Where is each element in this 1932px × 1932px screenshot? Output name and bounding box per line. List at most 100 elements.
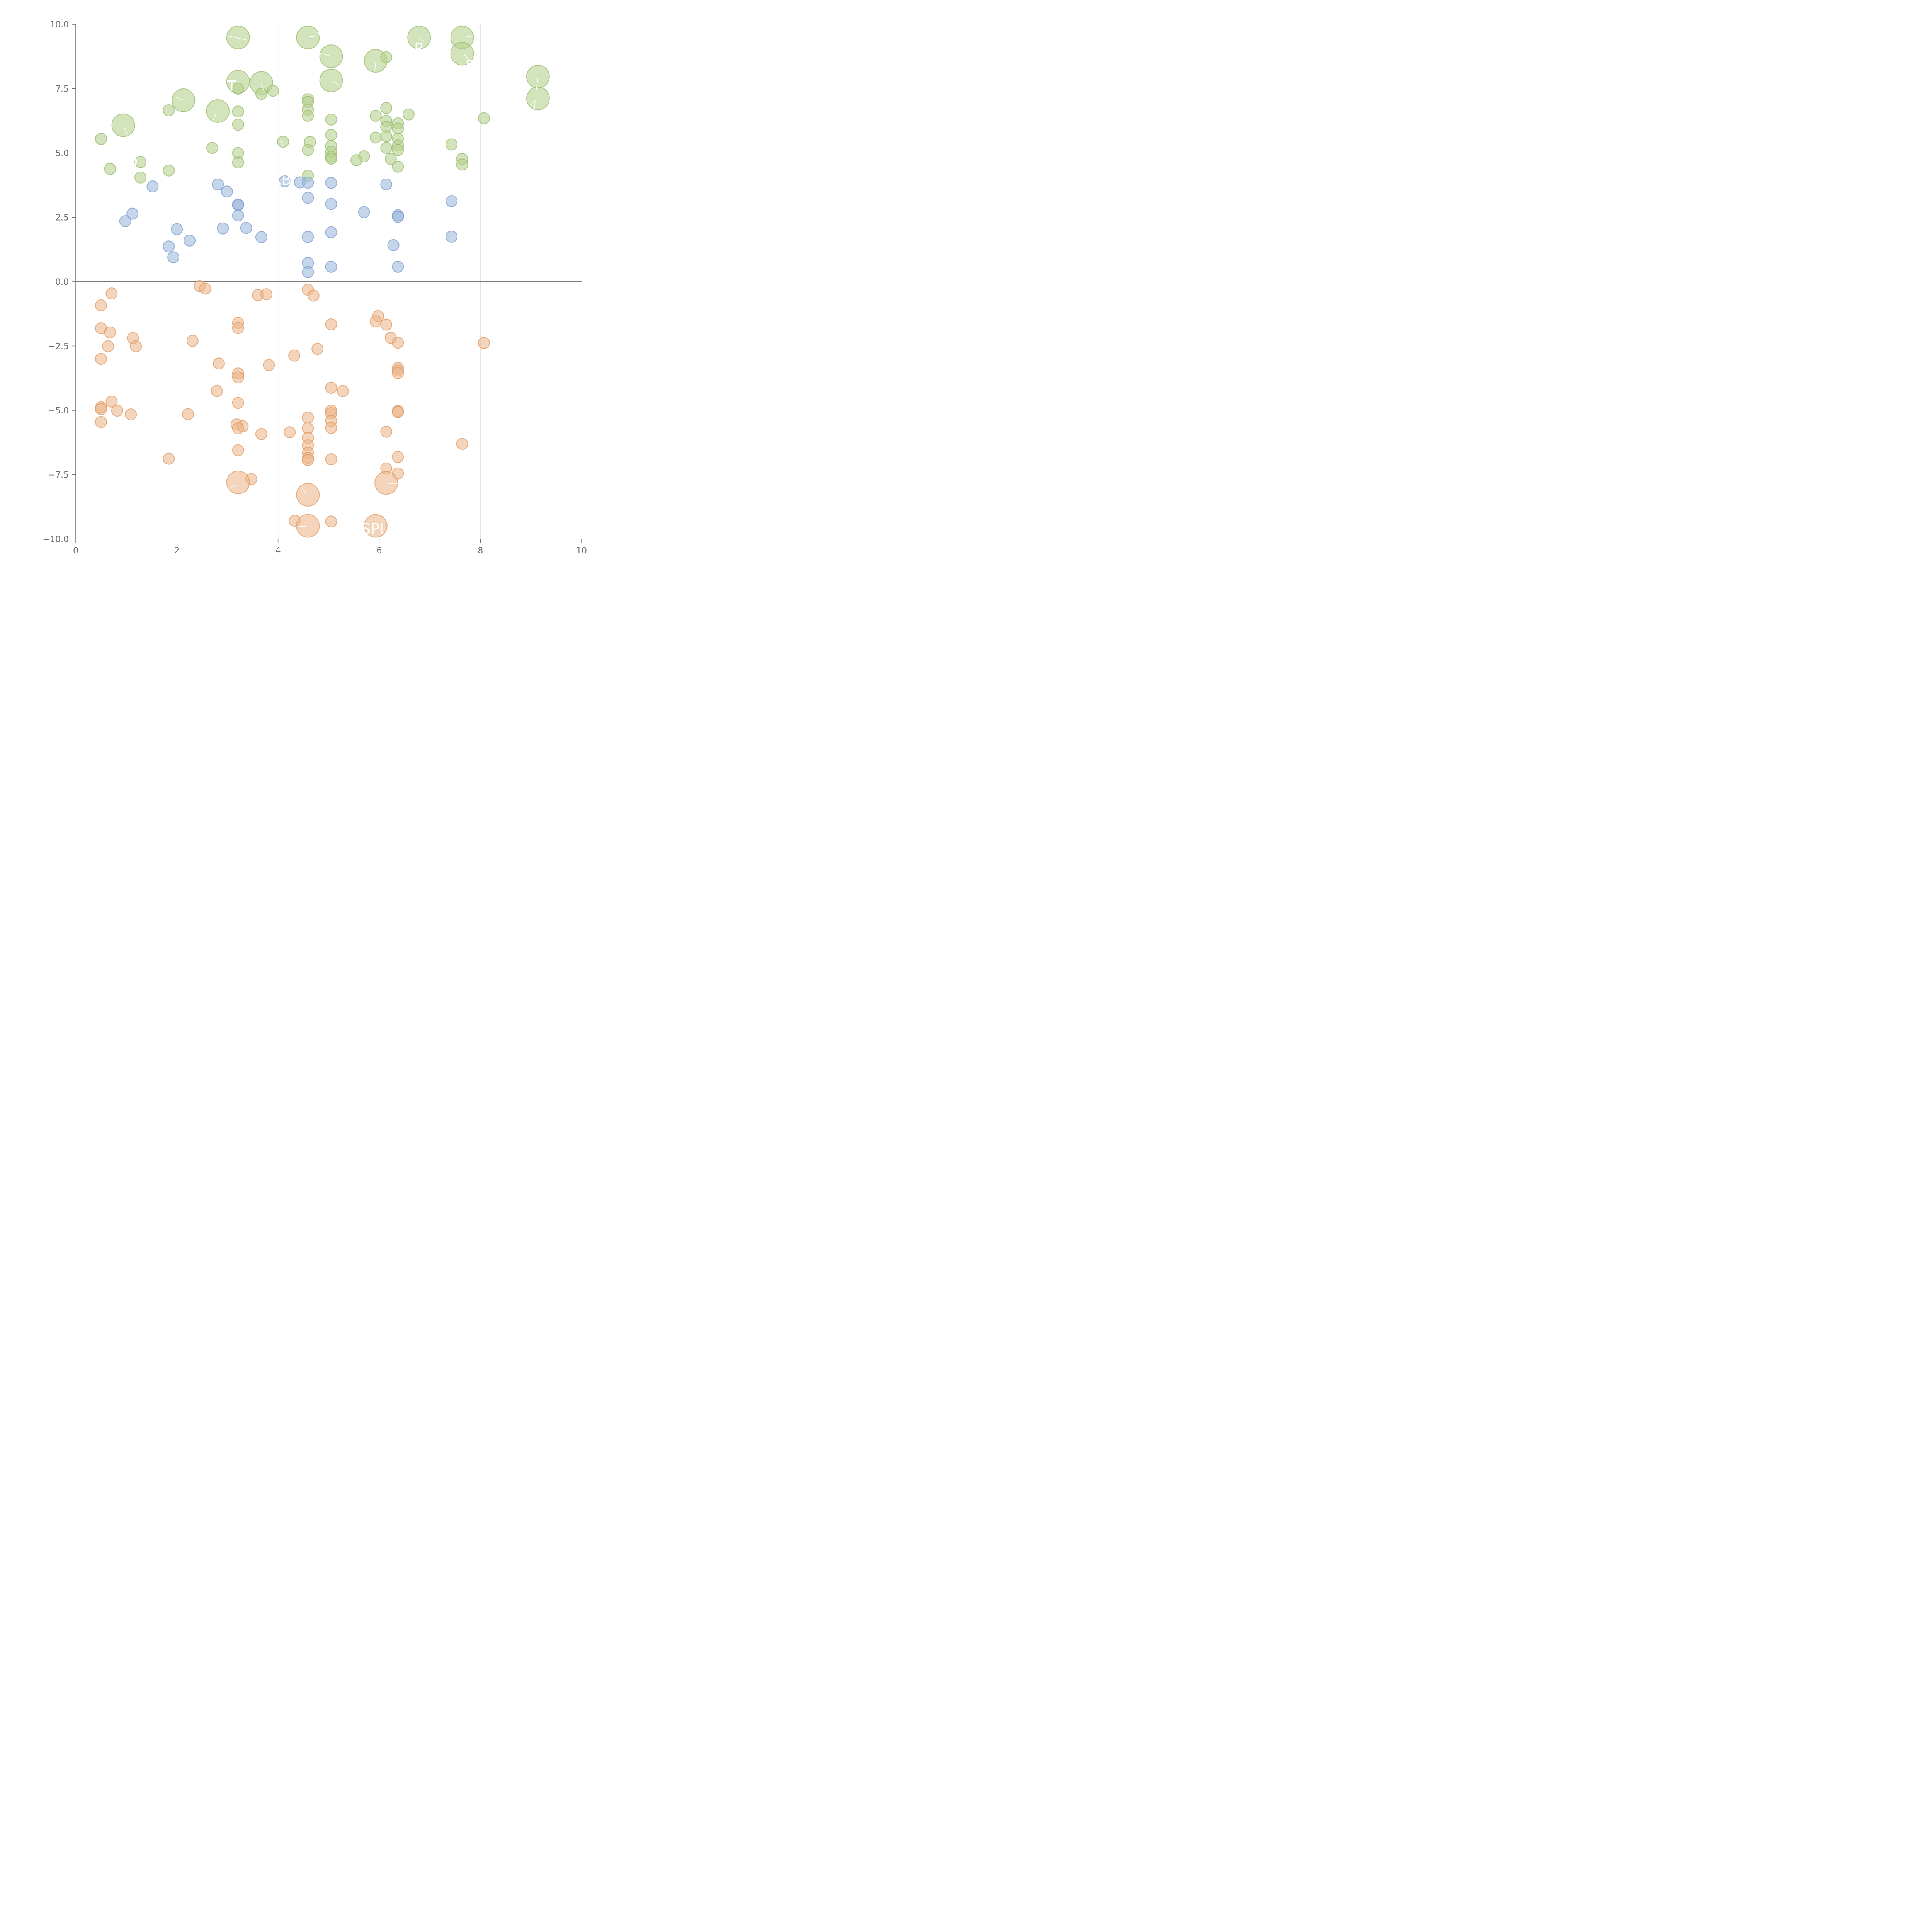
green-bubble (526, 65, 550, 88)
blue-bubble (146, 180, 159, 193)
blue-bubble (392, 211, 404, 223)
orange-bubble (263, 359, 275, 371)
green-bubble (232, 105, 244, 118)
blue-bubble (392, 260, 404, 273)
svg-text:P: P (414, 40, 423, 57)
orange-bubble (325, 381, 337, 394)
orange-bubble (325, 318, 337, 331)
svg-text:Y: Y (316, 29, 326, 46)
green-bubble (385, 153, 397, 165)
green-bubble (369, 109, 382, 122)
svg-text:T: T (227, 78, 236, 95)
y-tick-label: 7.5 (55, 85, 69, 94)
blue-bubble (212, 178, 224, 190)
blue-bubble (302, 177, 314, 189)
green-bubble (296, 26, 320, 49)
blue-bubble (325, 198, 337, 210)
green-bubble (325, 153, 337, 165)
y-tick-label: 0.0 (55, 277, 69, 287)
green-bubble (392, 160, 404, 173)
orange-bubble (311, 343, 324, 355)
bubble-chart: 10.07.55.02.50.0−2.5−5.0−7.5−10.00 2 4 6 8 10… (43, 20, 587, 556)
blue-bubble (119, 215, 131, 227)
green-bubble (232, 156, 244, 169)
orange-bubble (95, 416, 107, 428)
y-tick-label: −5.0 (48, 406, 69, 416)
orange-bubble (163, 452, 175, 465)
orange-bubble (288, 349, 300, 362)
orange-bubble (369, 315, 382, 328)
axis-layer: 10.0 7.5 5.0 2.5 0.0 −2.5 −5.0 −7.5 −10.0 0 2 4 6 8 10 (43, 20, 587, 556)
green-bubble (456, 158, 468, 171)
orange-bubble (392, 451, 404, 463)
green-bubble (104, 163, 116, 175)
green-bubble (380, 142, 393, 154)
orange-bubble (392, 406, 404, 418)
orange-bubble (325, 453, 337, 466)
green-bubble (380, 130, 393, 143)
orange-bubble (380, 318, 393, 331)
blue-bubble (167, 251, 180, 264)
orange-bubble (232, 444, 244, 456)
orange-bubble (284, 426, 296, 439)
green-bubble (302, 144, 314, 156)
blue-bubble (380, 178, 393, 190)
orange-bubble (255, 428, 267, 440)
orange-bubble (325, 515, 337, 528)
orange-bubble (374, 471, 398, 495)
x-tick-label: 2 (174, 546, 180, 556)
orange-bubble (296, 483, 320, 507)
green-bubble (402, 108, 415, 121)
orange-bubble (380, 425, 393, 438)
green-bubble (111, 113, 135, 137)
y-tick-label: 2.5 (55, 213, 69, 223)
chart-container: 10.0 7.5 5.0 2.5 0.0 −2.5 −5.0 −7.5 −10.0 0 2 4 6 8 10… (0, 0, 601, 601)
green-bubble (446, 138, 458, 151)
blue-bubble (302, 231, 314, 243)
blue-bubble (255, 231, 267, 243)
orange-bubble (392, 337, 404, 349)
green-bubble (232, 119, 244, 131)
orange-bubble (95, 299, 107, 311)
blue-bubble (217, 222, 229, 235)
orange-bubble (213, 357, 225, 370)
orange-bubble (111, 405, 123, 417)
blue-bubble (325, 226, 337, 238)
bubble-layer (95, 26, 550, 538)
orange-bubble (364, 514, 388, 538)
orange-bubble (95, 353, 107, 365)
orange-bubble (104, 326, 116, 338)
green-bubble (380, 51, 393, 63)
annotation-layer: Y P P T RB CO SPI (116, 29, 538, 537)
x-tick-label: 6 (376, 546, 382, 556)
y-tick-label: −2.5 (48, 342, 69, 352)
x-tick-label: 0 (73, 546, 78, 556)
svg-text:P: P (466, 57, 474, 74)
green-bubble (302, 109, 314, 122)
orange-bubble (302, 454, 314, 466)
green-bubble (407, 26, 431, 49)
orange-bubble (226, 470, 250, 494)
green-bubble (206, 99, 230, 123)
orange-bubble (232, 397, 244, 409)
orange-bubble (125, 408, 137, 421)
green-bubble (172, 88, 196, 112)
green-bubble (206, 142, 218, 154)
green-bubble (232, 83, 244, 95)
orange-bubble (102, 340, 114, 352)
x-tick-label: 4 (276, 546, 281, 556)
blue-bubble (221, 185, 233, 198)
annotation-label-spi: SPI (361, 520, 384, 537)
y-tick-label: −7.5 (48, 471, 69, 480)
green-bubble (369, 131, 382, 144)
orange-bubble (130, 340, 142, 352)
orange-bubble (302, 412, 314, 424)
blue-bubble (302, 192, 314, 204)
green-bubble (325, 113, 337, 126)
green-bubble (350, 154, 362, 167)
green-bubble (450, 42, 474, 66)
orange-bubble (105, 395, 118, 408)
orange-bubble (337, 385, 349, 397)
green-bubble (478, 112, 490, 124)
green-bubble (267, 85, 279, 97)
